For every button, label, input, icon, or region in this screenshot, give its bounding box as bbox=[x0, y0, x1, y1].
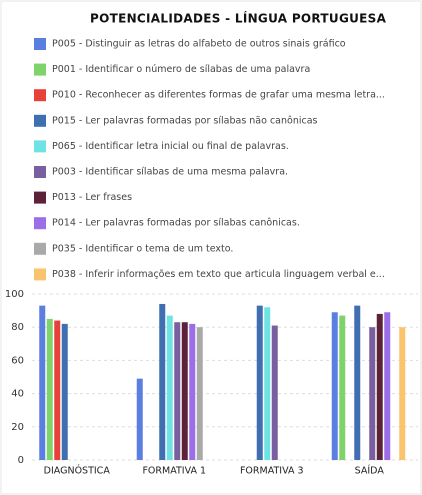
legend-label: P003 - Identificar sílabas de uma mesma … bbox=[52, 167, 288, 178]
bar bbox=[256, 305, 263, 460]
legend-swatch bbox=[34, 89, 46, 102]
bar bbox=[46, 318, 53, 460]
x-tick-label: DIAGNÓSTICA bbox=[44, 465, 111, 477]
legend-label: P038 - Inferir informações em texto que … bbox=[52, 269, 385, 280]
bar bbox=[54, 320, 61, 460]
legend-label: P065 - Identificar letra inicial ou fina… bbox=[52, 141, 289, 152]
legend-label: P015 - Ler palavras formadas por sílabas… bbox=[52, 115, 318, 126]
legend-label: P035 - Identificar o tema de um texto. bbox=[52, 243, 233, 254]
bar bbox=[369, 327, 376, 460]
x-tick-label: SAÍDA bbox=[355, 465, 385, 477]
legend-label: P005 - Distinguir as letras do alfabeto … bbox=[52, 39, 346, 50]
bar bbox=[61, 323, 68, 460]
y-tick-label: 40 bbox=[11, 389, 24, 400]
bar bbox=[159, 303, 166, 460]
bar bbox=[354, 305, 361, 460]
legend-swatch bbox=[34, 38, 46, 50]
legend-swatch bbox=[34, 268, 46, 281]
bar bbox=[181, 322, 188, 460]
legend-swatch bbox=[34, 217, 46, 230]
chart-title: POTENCIALIDADES - LÍNGUA PORTUGUESA bbox=[90, 11, 387, 26]
bar bbox=[196, 327, 203, 460]
legend-swatch bbox=[34, 140, 46, 153]
y-tick-label: 20 bbox=[11, 422, 24, 433]
legend-label: P001 - Identificar o número de sílabas d… bbox=[52, 64, 310, 75]
legend-swatch bbox=[34, 242, 46, 255]
legend-label: P010 - Reconhecer as diferentes formas d… bbox=[52, 90, 385, 101]
bar bbox=[271, 325, 278, 460]
bar bbox=[174, 322, 181, 460]
bar bbox=[331, 312, 338, 460]
bar bbox=[136, 378, 143, 460]
x-tick-label: FORMATIVA 3 bbox=[240, 466, 304, 477]
legend-swatch bbox=[34, 114, 46, 127]
y-tick-label: 80 bbox=[11, 322, 24, 333]
bar bbox=[189, 323, 196, 460]
y-tick-label: 60 bbox=[11, 355, 24, 366]
y-tick-label: 100 bbox=[5, 289, 24, 300]
legend-swatch bbox=[34, 191, 46, 204]
y-tick-label: 0 bbox=[18, 455, 24, 466]
bar bbox=[39, 305, 46, 460]
legend-swatch bbox=[34, 166, 46, 178]
legend-label: P013 - Ler frases bbox=[52, 192, 132, 203]
legend-label: P014 - Ler palavras formadas por sílabas… bbox=[52, 218, 300, 229]
bar bbox=[339, 315, 346, 460]
bar bbox=[166, 315, 173, 460]
bar bbox=[399, 327, 406, 460]
bar bbox=[376, 313, 383, 460]
x-tick-label: FORMATIVA 1 bbox=[142, 466, 206, 477]
bar bbox=[384, 312, 391, 460]
bar bbox=[264, 307, 271, 460]
legend-swatch bbox=[34, 63, 46, 76]
